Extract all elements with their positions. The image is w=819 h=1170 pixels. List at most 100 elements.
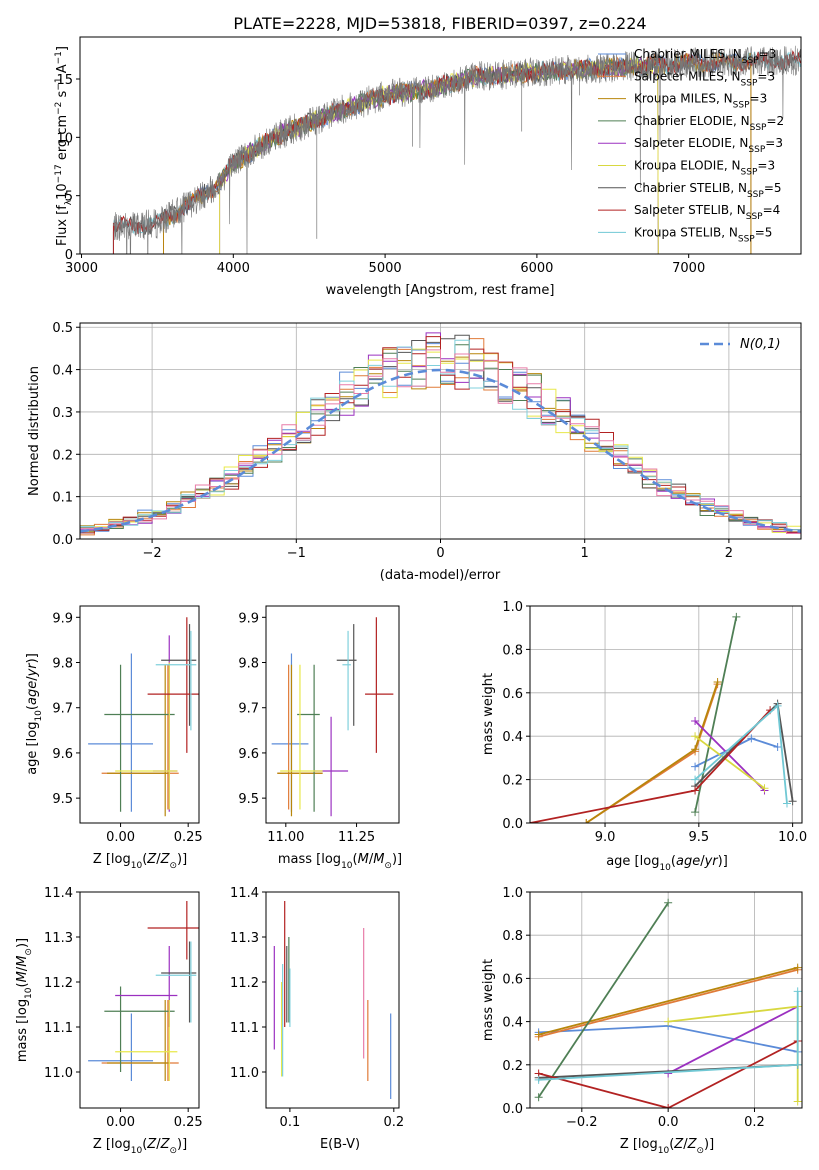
y-tick-label: 9.8 [52,657,73,672]
y-axis-label: mass weight [481,959,496,1041]
x-tick-label: 0.0 [658,1115,679,1130]
weight-series-line [538,968,798,1038]
weight-marker [691,745,700,754]
x-tick-label: −0.2 [566,1115,598,1130]
x-axis-label: Z [log10(Z/Z⊙)] [93,852,187,871]
weight-marker [713,677,722,686]
y-tick-label: 11.1 [230,1021,259,1036]
weight-marker [534,1075,543,1084]
plot-area [273,901,392,1099]
x-tick-label: 0 [436,546,444,561]
y-tick-label: 0.6 [502,972,523,987]
residual-histogram-panel: −2 −1 0 1 2 0.0 0.1 0.2 0.3 0.4 0.5 (data-model)/er… [27,321,802,583]
x-tick-label: 7000 [672,261,705,276]
y-tick-label: 0.3 [52,406,73,421]
weight-marker [691,775,700,784]
weight-marker [664,1017,673,1026]
axes-frame [529,891,803,1109]
weight-series-line [538,966,798,1036]
axes-frame [529,605,803,824]
weight-marker [793,987,802,996]
x-axis-label: E(B-V) [320,1137,360,1152]
legend-entry: Kroupa STELIB, NSSP=5 [634,225,772,244]
x-tick-label: 1 [581,546,589,561]
legend-entry: Kroupa ELODIE, NSSP=3 [634,159,775,178]
y-tick-label: 5 [65,190,73,205]
legend-entry: Salpeter ELODIE, NSSP=3 [634,136,783,155]
y-tick-label: 0.2 [502,1059,523,1074]
x-tick-label: 10.0 [778,830,807,845]
x-tick-label: 5000 [369,261,402,276]
mass-age-panel: 11.00 11.25 9.5 9.6 9.7 9.8 9.9 mass [log10(M/M… [238,605,402,871]
legend-entry: Chabrier STELIB, NSSP=5 [634,181,782,200]
y-tick-label: 0.0 [502,817,523,832]
x-tick-label: 0.00 [106,1115,135,1130]
y-tick-label: 0.5 [52,321,73,336]
plot-area [88,901,199,1081]
y-tick-label: 0.4 [502,1016,523,1031]
weight-marker [664,1104,673,1108]
y-tick-label: 1.0 [502,886,523,901]
spectrum-panel: 3000 4000 5000 6000 7000 0 5 10 15 wavelength [An… [54,36,802,298]
y-tick-label: 11.3 [230,931,259,946]
weight-marker [691,762,700,771]
y-tick-label: 0.0 [52,533,73,548]
legend-entry: Salpeter STELIB, NSSP=4 [634,203,780,222]
x-tick-label: 0.25 [174,1115,203,1130]
x-tick-label: 0.00 [106,830,135,845]
weight-marker [782,799,791,808]
weight-marker [691,808,700,817]
y-tick-label: 11.3 [44,931,73,946]
weight-marker [747,734,756,743]
figure-title: PLATE=2228, MJD=53818, FIBERID=0397, z=0… [233,14,646,33]
y-tick-label: 9.6 [238,747,259,762]
metallicity-mass-panel: 0.00 0.25 11.0 11.1 11.2 11.3 11.4 Z [log10(Z/Z… [15,886,203,1156]
weight-marker [534,1030,543,1039]
weight-series-line [694,735,766,790]
y-tick-label: 0.4 [52,364,73,379]
x-tick-label: 9.5 [688,830,709,845]
y-tick-label: 0.6 [502,687,523,702]
y-axis-label: age [log10(age/yr)] [25,653,44,775]
weight-marker [773,701,782,710]
y-tick-label: 0.8 [502,643,523,658]
axes-frame [79,36,802,255]
weight-marker [793,1060,802,1069]
weight-marker [691,732,700,741]
y-tick-label: 9.8 [238,657,259,672]
y-tick-label: 10 [56,131,73,146]
y-tick-label: 15 [56,73,73,88]
weight-series-line [668,1005,799,1102]
y-tick-label: 11.4 [230,886,259,901]
y-tick-label: 0.2 [502,774,523,789]
plot-area [271,617,394,817]
weight-marker [582,819,591,823]
normal-curve [80,368,801,533]
x-tick-label: 0.25 [174,830,203,845]
y-tick-label: 9.7 [238,702,259,717]
x-tick-label: 11.25 [338,830,375,845]
x-tick-label: 0.2 [744,1115,765,1130]
x-tick-label: 0.1 [280,1115,301,1130]
y-tick-label: 9.5 [238,792,259,807]
weight-marker [760,784,769,793]
y-tick-label: 11.2 [44,976,73,991]
x-axis-label: Z [log10(Z/Z⊙)] [620,1137,714,1156]
plot-area [530,892,802,1108]
x-tick-label: 0.2 [383,1115,404,1130]
legend-entry: N(0,1) [740,337,781,352]
axes-frame [265,891,400,1109]
weight-series-line [537,902,669,1098]
weight-marker [534,1093,543,1102]
ebv-mass-panel: 0.1 0.2 11.0 11.1 11.2 11.3 11.4 E(B-V) [230,886,404,1152]
weight-marker [691,717,700,726]
weight-series-line [694,703,788,804]
y-tick-label: 9.9 [238,611,259,626]
x-tick-label: 9.0 [595,830,616,845]
y-tick-label: 0.4 [502,730,523,745]
x-axis-label: (data-model)/error [380,568,501,583]
y-tick-label: 1.0 [502,600,523,615]
age-weight-panel: 9.0 9.5 10.0 0.0 0.2 0.4 0.6 0.8 1.0 age [log10(a… [481,600,807,873]
y-tick-label: 0 [65,248,73,263]
